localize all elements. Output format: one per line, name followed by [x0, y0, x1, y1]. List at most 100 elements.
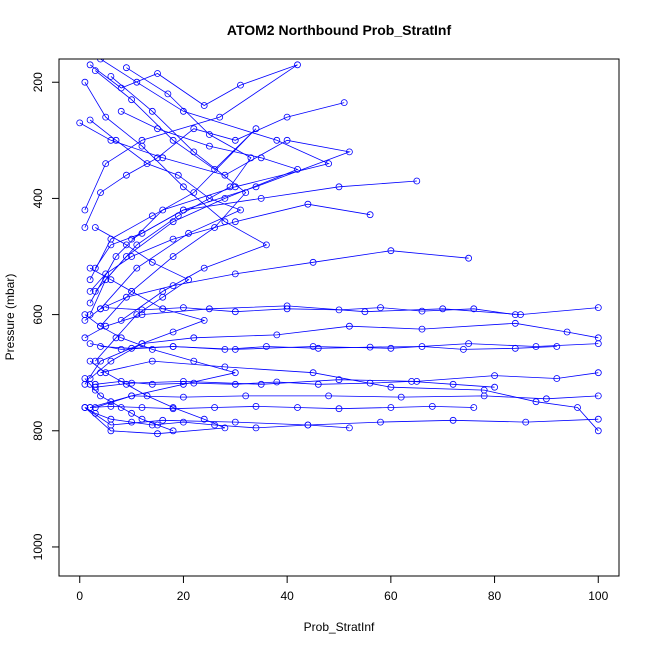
data-point	[123, 171, 130, 179]
data-point	[169, 136, 177, 144]
data-point	[491, 372, 499, 380]
data-point	[309, 258, 317, 266]
series-line-19	[95, 110, 299, 292]
data-point	[128, 253, 136, 260]
data-point	[200, 102, 208, 109]
data-point	[242, 189, 250, 197]
data-point	[185, 276, 193, 284]
data-point	[117, 316, 125, 324]
series-line-16	[89, 67, 252, 315]
data-point	[112, 136, 120, 144]
data-point	[449, 380, 457, 388]
data-point	[179, 418, 187, 426]
data-point	[148, 357, 156, 365]
data-point	[205, 305, 213, 313]
series-line-9	[89, 395, 599, 408]
data-point	[169, 282, 177, 290]
data-point	[107, 402, 115, 410]
data-point	[91, 357, 99, 365]
data-point	[159, 206, 167, 214]
data-point	[262, 241, 270, 249]
data-point	[128, 235, 136, 243]
data-point	[138, 142, 146, 150]
y-tick-label: 400	[31, 188, 45, 208]
data-point	[200, 415, 208, 423]
y-tick-label: 200	[31, 72, 45, 92]
data-point	[107, 73, 115, 80]
y-axis: 200 400 600 800 1000	[31, 72, 60, 560]
series-line-14	[84, 81, 268, 321]
x-tick-label: 60	[384, 589, 398, 603]
data-point	[294, 404, 301, 411]
y-tick-label: 1000	[31, 533, 45, 560]
data-point	[97, 59, 104, 63]
data-point	[377, 304, 384, 312]
data-point	[128, 287, 136, 295]
data-point	[169, 218, 177, 226]
data-point	[205, 131, 213, 138]
data-point	[439, 305, 447, 313]
data-point	[273, 331, 281, 339]
data-point	[231, 380, 239, 388]
data-point	[231, 218, 239, 226]
data-point	[86, 311, 94, 319]
data-point	[112, 253, 120, 260]
data-point	[273, 136, 281, 144]
data-point	[594, 427, 602, 435]
data-point	[102, 304, 110, 312]
data-point	[211, 224, 219, 231]
data-point	[91, 409, 99, 417]
data-point	[138, 404, 146, 411]
series-line-11	[84, 322, 599, 385]
data-point	[81, 375, 89, 382]
data-point	[91, 224, 99, 231]
data-point	[221, 171, 229, 179]
data-point	[117, 334, 125, 342]
data-point	[543, 395, 550, 403]
data-point	[325, 160, 333, 168]
series-line-27	[90, 405, 474, 410]
data-point	[143, 392, 151, 400]
data-point	[480, 386, 488, 394]
data-point	[511, 344, 519, 352]
data-point	[154, 430, 161, 438]
data-point	[511, 319, 519, 327]
data-point	[221, 345, 229, 353]
data-point	[231, 345, 239, 353]
data-point	[283, 113, 291, 121]
data-point	[252, 424, 260, 432]
data-point	[117, 404, 125, 411]
data-point	[465, 254, 473, 262]
data-point	[148, 107, 156, 115]
data-point	[594, 392, 602, 400]
data-point	[133, 311, 141, 319]
data-point	[594, 334, 602, 342]
data-point	[283, 305, 291, 313]
data-point	[91, 287, 99, 295]
data-point	[283, 136, 291, 144]
data-point	[211, 404, 219, 411]
data-point	[102, 369, 110, 377]
data-point	[470, 404, 478, 411]
data-point	[205, 142, 213, 150]
data-point	[179, 183, 187, 191]
data-point	[107, 136, 115, 144]
data-point	[133, 241, 141, 249]
data-point	[107, 398, 115, 406]
data-point	[97, 343, 104, 350]
data-point	[314, 344, 322, 352]
x-tick-label: 20	[177, 589, 191, 603]
data-point	[200, 316, 208, 324]
series-line-25	[84, 407, 350, 429]
data-point	[574, 404, 581, 411]
data-point	[553, 375, 561, 382]
data-point	[97, 322, 104, 330]
series-line-26	[95, 380, 495, 388]
data-point	[231, 136, 239, 144]
data-point	[335, 405, 343, 413]
data-point	[86, 276, 94, 284]
data-point	[179, 206, 187, 214]
data-point	[231, 369, 239, 377]
data-point	[86, 116, 94, 124]
data-point	[169, 343, 177, 350]
